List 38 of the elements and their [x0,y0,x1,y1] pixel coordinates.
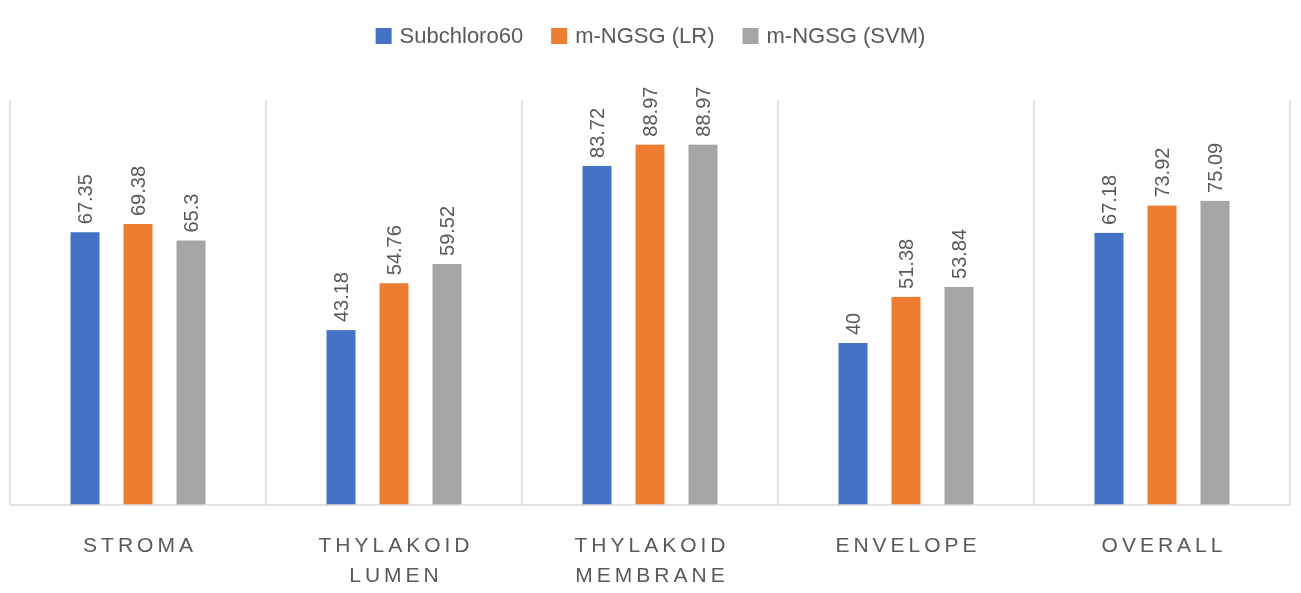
legend-label: m-NGSG (SVM) [766,23,926,48]
bar [70,232,100,505]
data-label: 40 [842,312,864,335]
bar [838,343,868,505]
bar [123,224,153,505]
bar [1147,205,1177,505]
x-tick-label: ENVELOPE [835,533,981,556]
legend-label: Subchloro60 [399,23,524,48]
bar [432,263,462,505]
x-tick-label: STROMA [83,533,197,556]
data-label: 83.72 [586,107,608,158]
bar [326,330,356,505]
data-label: 51.38 [895,238,917,289]
x-tick-label: THYLAKOID MEMBRANE [574,533,730,586]
bar [635,144,665,505]
bar [582,165,612,505]
data-label: 54.76 [383,225,405,276]
x-tick-label: THYLAKOID LUMEN [318,533,474,586]
bar [379,283,409,505]
bar [176,240,206,505]
data-label: 59.52 [436,205,458,256]
legend-label: m-NGSG (LR) [575,23,715,48]
bar [944,286,974,505]
data-label: 43.18 [330,272,352,323]
bar [688,144,718,505]
data-label: 69.38 [127,165,149,217]
x-tick-label: OVERALL [1101,533,1227,556]
data-label: 75.09 [1204,142,1226,193]
bar [1094,232,1124,505]
data-label: 88.97 [639,86,661,137]
data-label: 73.92 [1151,147,1173,198]
data-label: 67.18 [1098,174,1120,225]
bar [1200,200,1230,505]
data-label: 53.84 [948,228,970,279]
data-label: 65.3 [180,193,202,233]
data-label: 88.97 [692,86,714,137]
data-label: 67.35 [74,174,96,225]
bar [891,296,921,505]
